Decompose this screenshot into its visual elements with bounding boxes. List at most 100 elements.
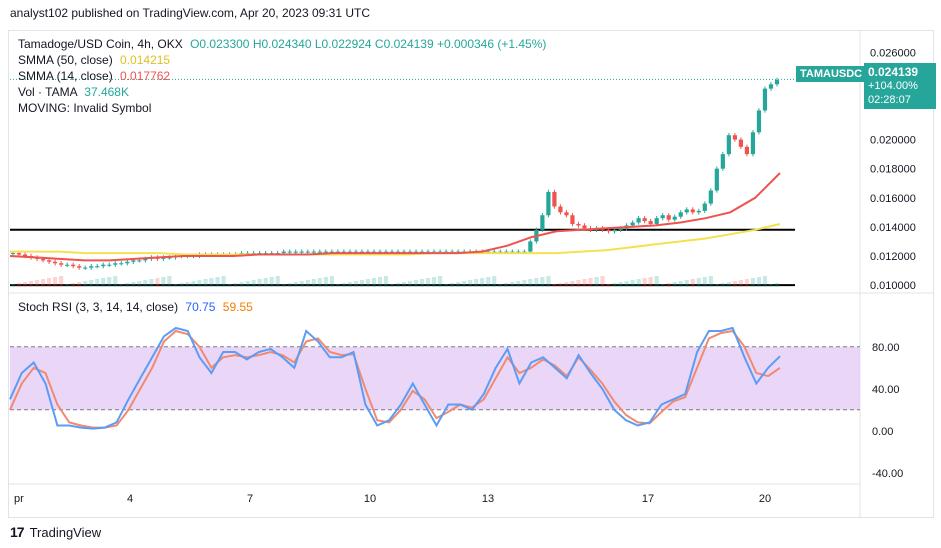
time-tick-label: 10 — [364, 493, 376, 505]
candle-body — [582, 225, 587, 229]
volume-bar — [516, 281, 521, 287]
tradingview-logo[interactable]: 17 TradingView — [10, 524, 101, 540]
time-tick-label: pr — [14, 493, 24, 505]
volume-bar — [618, 282, 623, 287]
volume-bar — [107, 277, 112, 287]
volume-bar — [389, 284, 395, 287]
candle-body — [678, 212, 683, 217]
volume-bar — [293, 282, 298, 287]
candle-body — [16, 253, 22, 255]
volume-bar — [185, 282, 190, 287]
candle-body — [83, 267, 88, 269]
volume-bar — [161, 277, 166, 287]
volume-bar — [732, 281, 737, 287]
candle-body — [744, 146, 750, 155]
volume-bar — [125, 283, 130, 287]
volume-bar — [690, 279, 695, 287]
candle-body — [576, 223, 581, 226]
time-tick-label: 7 — [247, 493, 253, 505]
stoch-band — [10, 346, 860, 410]
volume-bar — [594, 277, 599, 287]
volume-bar — [738, 280, 744, 287]
candle-body — [654, 218, 659, 224]
volume-bar — [534, 278, 539, 287]
legend-sma14-value: 0.017762 — [120, 69, 171, 83]
candle-body — [299, 251, 304, 253]
last-price: 0.024139 — [868, 65, 919, 79]
volume-bar — [239, 282, 244, 287]
candle-body — [648, 221, 653, 224]
volume-bar — [413, 280, 419, 287]
stoch-tick-label: 0.00 — [872, 426, 893, 438]
candle-body — [305, 251, 310, 253]
candle-body — [143, 258, 148, 261]
candle-body — [618, 228, 623, 230]
candle-body — [540, 215, 545, 230]
candle-body — [317, 251, 322, 253]
candle-body — [89, 266, 94, 268]
volume-bar — [588, 278, 593, 287]
volume-bar — [365, 279, 371, 287]
volume-bar — [395, 283, 401, 287]
legend-moving: MOVING: Invalid Symbol — [18, 101, 152, 115]
candle-body — [528, 241, 533, 252]
candle-body — [708, 190, 713, 204]
candle-body — [293, 251, 298, 253]
volume-bar — [401, 282, 407, 287]
volume-bar — [636, 279, 641, 287]
volume-bar — [624, 281, 629, 287]
candle-body — [101, 264, 106, 267]
volume-bar — [744, 279, 750, 287]
volume-bar — [353, 281, 359, 287]
volume-bar — [101, 278, 106, 287]
candle-body — [329, 251, 334, 253]
candle-body — [630, 222, 635, 226]
volume-bar — [552, 284, 557, 287]
volume-bar — [317, 278, 322, 287]
volume-bar — [305, 280, 310, 287]
volume-bar — [215, 277, 220, 287]
volume-bar — [191, 281, 196, 287]
volume-bar — [275, 276, 280, 287]
symbol-price-tag: TAMAUSDC — [796, 66, 867, 82]
volume-bar — [678, 281, 683, 287]
volume-bar — [143, 280, 148, 287]
volume-bar — [341, 283, 346, 287]
legend-sma14-row: SMMA (14, close) 0.017762 — [18, 68, 170, 84]
volume-bar — [16, 283, 22, 287]
candle-body — [119, 263, 124, 265]
volume-bar — [558, 283, 563, 287]
time-tick-label: 20 — [759, 493, 771, 505]
volume-bar — [89, 280, 94, 287]
legend-ohlc: O0.023300 H0.024340 L0.022924 C0.024139 … — [190, 37, 547, 51]
candle-body — [125, 261, 130, 264]
candle-body — [696, 210, 701, 213]
smma14-line — [9, 172, 781, 262]
price-tick-label: 0.026000 — [870, 47, 916, 59]
volume-bar — [654, 276, 659, 287]
volume-bar — [606, 284, 611, 287]
candle-body — [167, 257, 172, 259]
stoch-k-line — [9, 326, 781, 430]
volume-bar — [359, 280, 365, 287]
candle-body — [660, 215, 665, 219]
volume-bar — [474, 279, 479, 287]
volume-bar — [71, 283, 76, 287]
volume-bar — [95, 279, 100, 287]
volume-bar — [564, 282, 569, 287]
candle-body — [714, 168, 719, 191]
candle-body — [606, 229, 611, 232]
volume-bar — [377, 277, 383, 287]
volume-bar — [407, 281, 413, 287]
legend-sma50-row: SMMA (50, close) 0.014215 — [18, 52, 170, 68]
volume-bar — [768, 284, 774, 287]
legend-sma50-label: SMMA (50, close) — [18, 53, 113, 67]
stoch-tick-label: -40.00 — [872, 468, 903, 480]
legend-ohlc-row: Tamadoge/USD Coin, 4h, OKX O0.023300 H0.… — [18, 36, 546, 52]
candle-body — [113, 263, 118, 265]
volume-bar — [576, 280, 581, 287]
candle-body — [22, 254, 28, 256]
price-tick-label: 0.016000 — [870, 193, 916, 205]
candle-body — [732, 135, 737, 140]
